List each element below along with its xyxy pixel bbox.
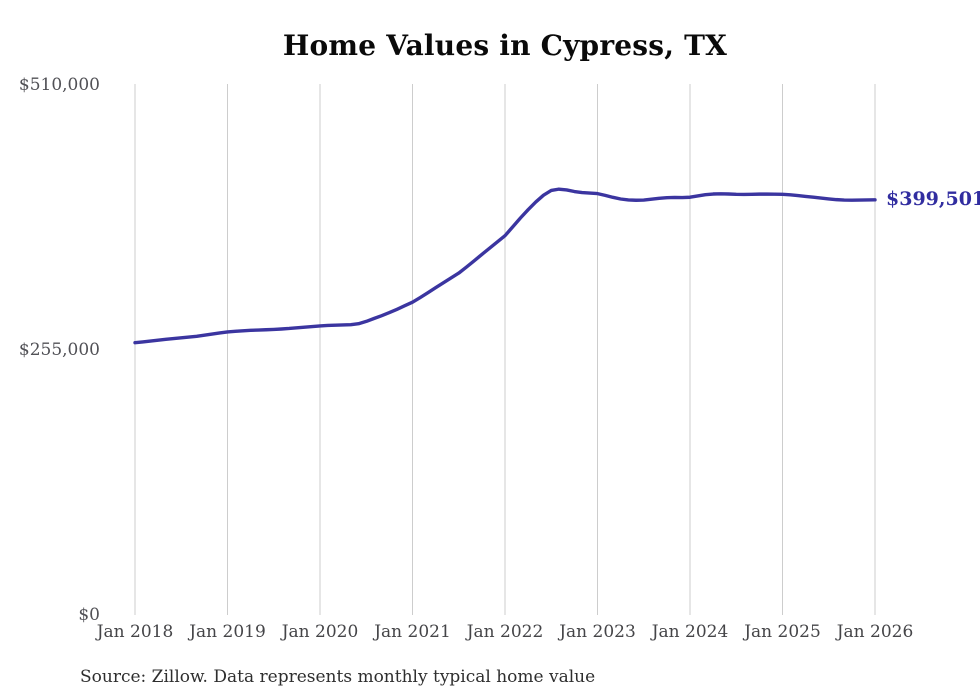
gridlines bbox=[134, 84, 876, 615]
x-tick-jan-2025: Jan 2025 bbox=[744, 622, 821, 642]
x-tick-jan-2023: Jan 2023 bbox=[559, 622, 636, 642]
source-note: Source: Zillow. Data represents monthly … bbox=[80, 667, 596, 687]
x-tick-jan-2018: Jan 2018 bbox=[96, 622, 174, 642]
chart-title: Home Values in Cypress, TX bbox=[282, 29, 728, 62]
x-tick-jan-2019: Jan 2019 bbox=[189, 622, 266, 642]
x-tick-jan-2026: Jan 2026 bbox=[836, 622, 914, 642]
x-tick-jan-2021: Jan 2021 bbox=[374, 622, 451, 642]
y-tick-255000: $255,000 bbox=[18, 340, 100, 360]
x-tick-jan-2024: Jan 2024 bbox=[651, 622, 729, 642]
y-tick-0: $0 bbox=[78, 605, 100, 625]
current-value-label: $399,501 bbox=[886, 187, 980, 210]
y-tick-510000: $510,000 bbox=[18, 75, 100, 95]
home-value-line bbox=[133, 187, 877, 345]
x-tick-jan-2020: Jan 2020 bbox=[281, 622, 359, 642]
x-tick-jan-2022: Jan 2022 bbox=[466, 622, 544, 642]
